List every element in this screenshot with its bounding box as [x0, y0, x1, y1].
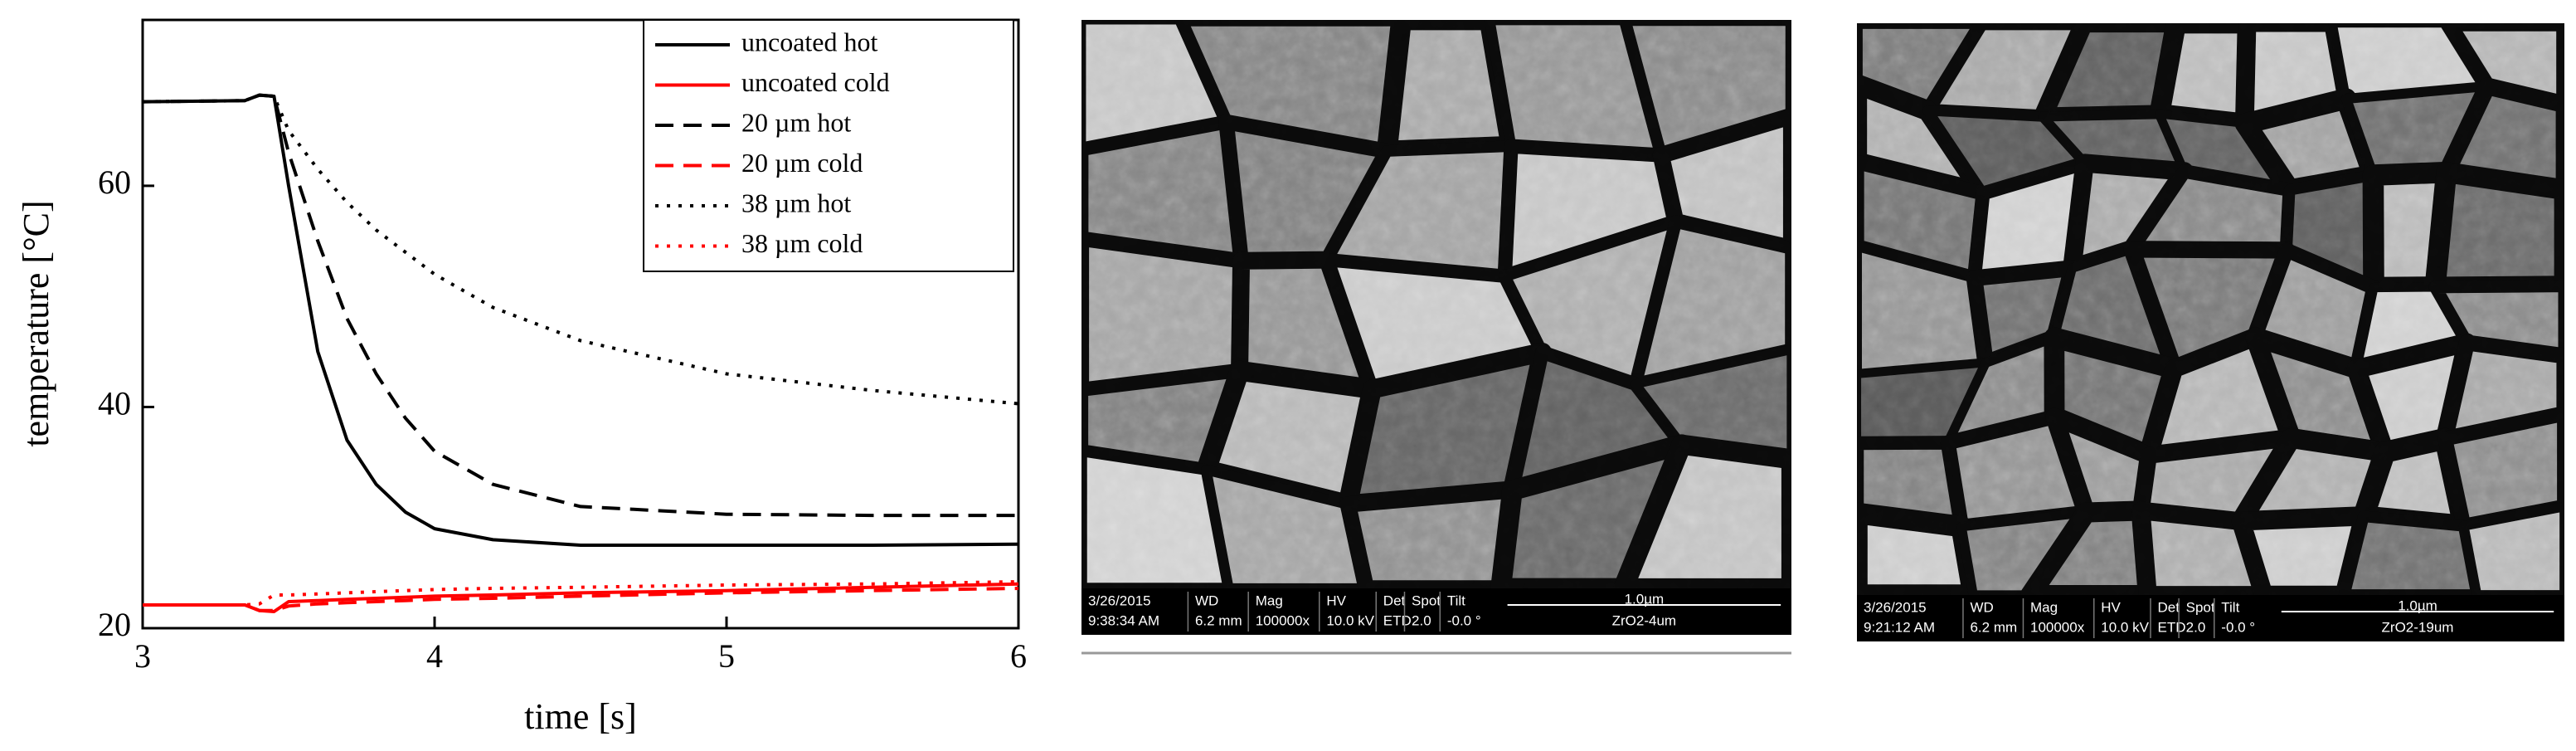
info-head: WD	[1970, 599, 1993, 615]
legend-label: 38 µm cold	[741, 228, 863, 258]
info-value: -0.0 °	[2221, 619, 2255, 635]
legend-label: 20 µm cold	[741, 148, 863, 178]
info-value: ETD	[2158, 619, 2186, 635]
x-axis-title: time [s]	[524, 696, 637, 737]
plot-frame	[141, 18, 1020, 630]
info-head: Tilt	[1447, 593, 1465, 608]
series-line	[142, 93, 1018, 518]
info-date: 3/26/2015	[1864, 599, 1927, 615]
info-value: 2.0	[2186, 619, 2206, 635]
info-date: 3/26/2015	[1088, 593, 1151, 608]
legend-label: 38 µm hot	[741, 188, 851, 217]
info-time: 9:21:12 AM	[1864, 619, 1935, 635]
series-line	[142, 93, 1019, 406]
info-head: HV	[1326, 593, 1346, 608]
series-line	[143, 587, 1019, 612]
legend-label: uncoated cold	[741, 67, 890, 97]
info-value: 10.0 kV	[1326, 612, 1374, 628]
sem-image	[1081, 20, 1791, 588]
sample-label: ZrO2-4um	[1612, 612, 1676, 628]
x-tick-label: 6	[1010, 637, 1027, 675]
texture	[1081, 20, 1791, 588]
y-tick-label: 40	[98, 385, 131, 422]
legend-box	[643, 19, 1014, 272]
info-bar: 3/26/2015 9:21:12 AM WD 6.2 mm Mag 100000x HV 1…	[1857, 595, 2564, 641]
y-tick-label: 60	[98, 163, 131, 201]
info-bar-background	[1081, 588, 1791, 635]
x-tick-label: 4	[426, 637, 443, 675]
legend-label: uncoated hot	[741, 27, 878, 56]
info-value: 2.0	[1412, 612, 1431, 628]
info-value: 100000x	[1256, 612, 1310, 628]
info-time: 9:38:34 AM	[1088, 612, 1159, 628]
info-head: Mag	[1256, 593, 1283, 608]
info-head: WD	[1195, 593, 1218, 608]
texture	[1857, 23, 2564, 595]
info-head: Det	[2158, 599, 2180, 615]
legend-label: 20 µm hot	[741, 107, 851, 137]
info-head: HV	[2101, 599, 2121, 615]
scale-label: 1.0µm	[1625, 591, 1665, 607]
info-value: 100000x	[2030, 619, 2085, 635]
info-value: 6.2 mm	[1970, 619, 2017, 635]
info-bar: 3/26/2015 9:38:34 AM WD 6.2 mm Mag 100000x HV 1…	[1081, 588, 1791, 635]
info-head: Spot	[1412, 593, 1441, 608]
info-head: Mag	[2030, 599, 2058, 615]
scale-label: 1.0µm	[2398, 597, 2437, 613]
sample-label: ZrO2-19um	[2382, 619, 2454, 635]
info-bar-background	[1857, 595, 2564, 641]
info-value: 6.2 mm	[1195, 612, 1242, 628]
y-axis-title: temperature [°C]	[16, 200, 56, 446]
info-value: ETD	[1383, 612, 1412, 628]
x-tick-label: 3	[134, 637, 151, 675]
x-tick-label: 5	[718, 637, 735, 675]
sem-image	[1857, 23, 2564, 595]
info-head: Det	[1383, 593, 1406, 608]
info-value: 10.0 kV	[2101, 619, 2149, 635]
info-head: Spot	[2186, 599, 2215, 615]
y-tick-label: 20	[98, 606, 131, 643]
info-head: Tilt	[2221, 599, 2239, 615]
info-value: -0.0 °	[1447, 612, 1481, 628]
